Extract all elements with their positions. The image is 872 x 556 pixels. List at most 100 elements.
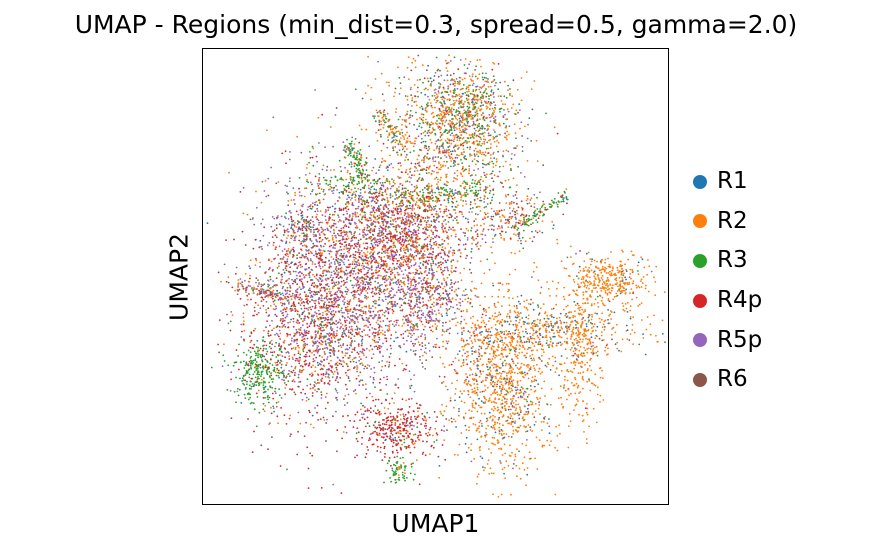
data-point-r5p	[365, 356, 368, 359]
data-point-r4p	[420, 335, 422, 337]
data-point-r4p	[415, 283, 417, 286]
data-point-r1	[451, 205, 454, 208]
data-point-r2	[461, 392, 463, 395]
data-point-r3	[271, 381, 274, 383]
data-point-r2	[428, 216, 431, 219]
data-point-r2	[416, 90, 419, 93]
data-point-r2	[311, 372, 313, 374]
data-point-r2	[422, 244, 424, 247]
data-point-r2	[582, 297, 585, 300]
data-point-r5p	[456, 304, 458, 306]
data-point-r2	[463, 192, 466, 194]
data-point-r2	[456, 174, 459, 177]
data-point-r1	[526, 332, 529, 335]
data-point-r4p	[418, 430, 421, 433]
data-point-r2	[448, 142, 450, 145]
data-point-r2	[505, 221, 508, 224]
data-point-r2	[544, 415, 546, 418]
data-point-r4p	[218, 319, 221, 321]
data-point-r3	[466, 193, 469, 196]
data-point-r2	[502, 103, 504, 105]
data-point-r4p	[365, 452, 368, 455]
data-point-r5p	[311, 318, 313, 321]
data-point-r5p	[504, 113, 506, 116]
data-point-r2	[610, 287, 613, 289]
data-point-r5p	[475, 328, 477, 331]
data-point-r5p	[375, 239, 377, 242]
data-point-r2	[510, 398, 512, 400]
data-point-r2	[606, 343, 609, 346]
data-point-r3	[396, 151, 398, 154]
data-point-r2	[648, 265, 651, 267]
data-point-r2	[413, 174, 416, 177]
data-point-r5p	[439, 299, 441, 302]
data-point-r6	[429, 306, 432, 309]
data-point-r1	[526, 202, 529, 205]
data-point-r2	[325, 279, 328, 282]
data-point-r2	[430, 141, 433, 144]
data-point-r4p	[440, 145, 443, 147]
data-point-r2	[341, 324, 344, 326]
data-point-r2	[591, 313, 593, 316]
data-point-r5p	[360, 413, 363, 415]
data-point-r3	[477, 189, 480, 192]
data-point-r4p	[357, 197, 360, 200]
data-point-r4p	[283, 379, 285, 382]
data-point-r1	[416, 128, 418, 131]
data-point-r1	[603, 326, 606, 328]
data-point-r5p	[287, 282, 290, 285]
data-point-r2	[510, 387, 513, 390]
data-point-r2	[509, 94, 511, 97]
data-point-r2	[394, 91, 396, 94]
data-point-r2	[523, 456, 526, 459]
data-point-r3	[275, 401, 278, 404]
data-point-r5p	[411, 191, 414, 193]
data-point-r3	[427, 130, 430, 132]
data-point-r2	[494, 324, 497, 326]
data-point-r4p	[464, 248, 467, 251]
data-point-r6	[391, 271, 394, 274]
data-point-r5p	[243, 304, 246, 307]
data-point-r5p	[301, 265, 304, 268]
data-point-r3	[273, 410, 275, 413]
data-point-r4p	[438, 265, 440, 267]
data-point-r5p	[386, 197, 389, 199]
data-point-r2	[604, 290, 607, 292]
data-point-r2	[418, 439, 421, 441]
data-point-r2	[458, 131, 461, 134]
data-point-r6	[420, 132, 423, 135]
data-point-r3	[232, 364, 235, 367]
data-point-r5p	[329, 327, 332, 330]
data-point-r5p	[291, 337, 293, 340]
data-point-r2	[569, 323, 572, 326]
data-point-r4p	[217, 343, 219, 346]
data-point-r3	[348, 163, 351, 166]
data-point-r2	[477, 324, 480, 327]
data-point-r5p	[268, 284, 270, 287]
data-point-r6	[353, 234, 355, 237]
data-point-r6	[432, 247, 434, 250]
data-point-r4p	[303, 338, 306, 340]
data-point-r4p	[396, 419, 399, 422]
data-point-r3	[442, 142, 444, 144]
data-point-r2	[493, 405, 495, 408]
data-point-r4p	[395, 249, 398, 252]
data-point-r2	[406, 137, 409, 139]
data-point-r4p	[387, 257, 389, 259]
data-point-r2	[529, 237, 531, 240]
data-point-r2	[483, 321, 486, 324]
data-point-r2	[399, 87, 402, 90]
data-point-r2	[419, 106, 421, 109]
data-point-r4p	[445, 110, 448, 113]
data-point-r5p	[515, 221, 517, 224]
data-point-r2	[562, 308, 565, 311]
data-point-r2	[272, 244, 275, 247]
data-point-r2	[431, 207, 434, 210]
data-point-r6	[364, 283, 367, 286]
data-point-r4p	[366, 422, 369, 425]
data-point-r2	[642, 276, 645, 278]
data-point-r4p	[426, 205, 429, 208]
data-point-r3	[280, 371, 282, 374]
data-point-r5p	[249, 285, 252, 288]
data-point-r2	[380, 120, 382, 123]
